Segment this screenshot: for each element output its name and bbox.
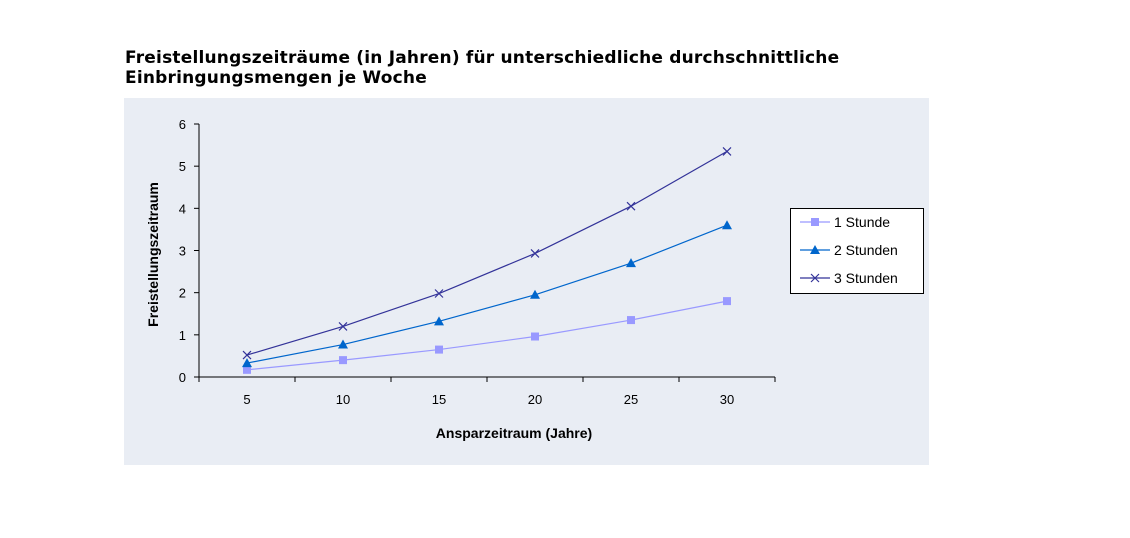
data-point: [531, 332, 539, 341]
y-tick-label: 2: [179, 286, 186, 301]
legend-label: 3 Stunden: [834, 270, 898, 286]
y-axis-title: Freistellungszeitraum: [145, 182, 161, 327]
data-point: [338, 321, 348, 331]
x-tick-label: 30: [720, 392, 734, 407]
data-point: [530, 249, 540, 258]
legend-label: 1 Stunde: [834, 214, 890, 230]
x-tick-label: 5: [243, 392, 250, 407]
series-line: [246, 224, 728, 364]
y-tick-label: 5: [179, 159, 186, 174]
x-axis-title: Ansparzeitraum (Jahre): [436, 425, 592, 441]
data-point: [243, 365, 251, 374]
data-point: [626, 258, 636, 268]
y-tick-label: 0: [179, 370, 186, 385]
series-3: [242, 146, 732, 360]
legend-item: 3 Stunden: [800, 270, 898, 286]
legend-marker: [810, 245, 820, 254]
data-point: [434, 316, 444, 326]
series-group: [242, 146, 732, 374]
legend-item: 2 Stunden: [800, 242, 898, 258]
legend-marker: [811, 218, 819, 226]
data-point: [627, 316, 635, 325]
data-point: [722, 220, 732, 230]
x-tick-label: 20: [528, 392, 542, 407]
data-point: [723, 297, 731, 306]
data-point: [530, 289, 540, 299]
y-tick-label: 1: [179, 328, 186, 343]
series-line: [246, 300, 728, 371]
chart-title: Freistellungszeiträume (in Jahren) für u…: [125, 48, 839, 88]
legend-label: 2 Stunden: [834, 242, 898, 258]
series-1: [243, 297, 731, 374]
x-tick-label: 15: [432, 392, 446, 407]
chart-title-line-1: Freistellungszeiträume (in Jahren) für u…: [125, 48, 840, 68]
data-point: [242, 358, 252, 368]
series-2: [242, 220, 732, 368]
data-point: [434, 289, 444, 298]
y-tick-label: 4: [179, 201, 186, 216]
legend-marker: [810, 273, 820, 283]
data-point: [338, 339, 348, 349]
data-point: [722, 146, 732, 156]
chart-title-line-2: Einbringungsmengen je Woche: [125, 68, 427, 88]
data-point: [242, 350, 252, 360]
data-point: [626, 201, 636, 211]
data-point: [339, 356, 347, 365]
legend-item: 1 Stunde: [800, 214, 890, 230]
axes: 0 1 2 3 4 5 6 5 10 15 20 25 30 Ansparzeitraum (Jahre)…: [145, 117, 776, 441]
x-tick-label: 10: [336, 392, 350, 407]
y-tick-label: 6: [179, 117, 186, 132]
x-tick-label: 25: [624, 392, 638, 407]
data-point: [435, 345, 443, 354]
series-line: [246, 150, 728, 356]
legend: 1 Stunde 2 Stunden 3 Stunden: [790, 208, 924, 294]
y-tick-label: 3: [179, 244, 186, 259]
